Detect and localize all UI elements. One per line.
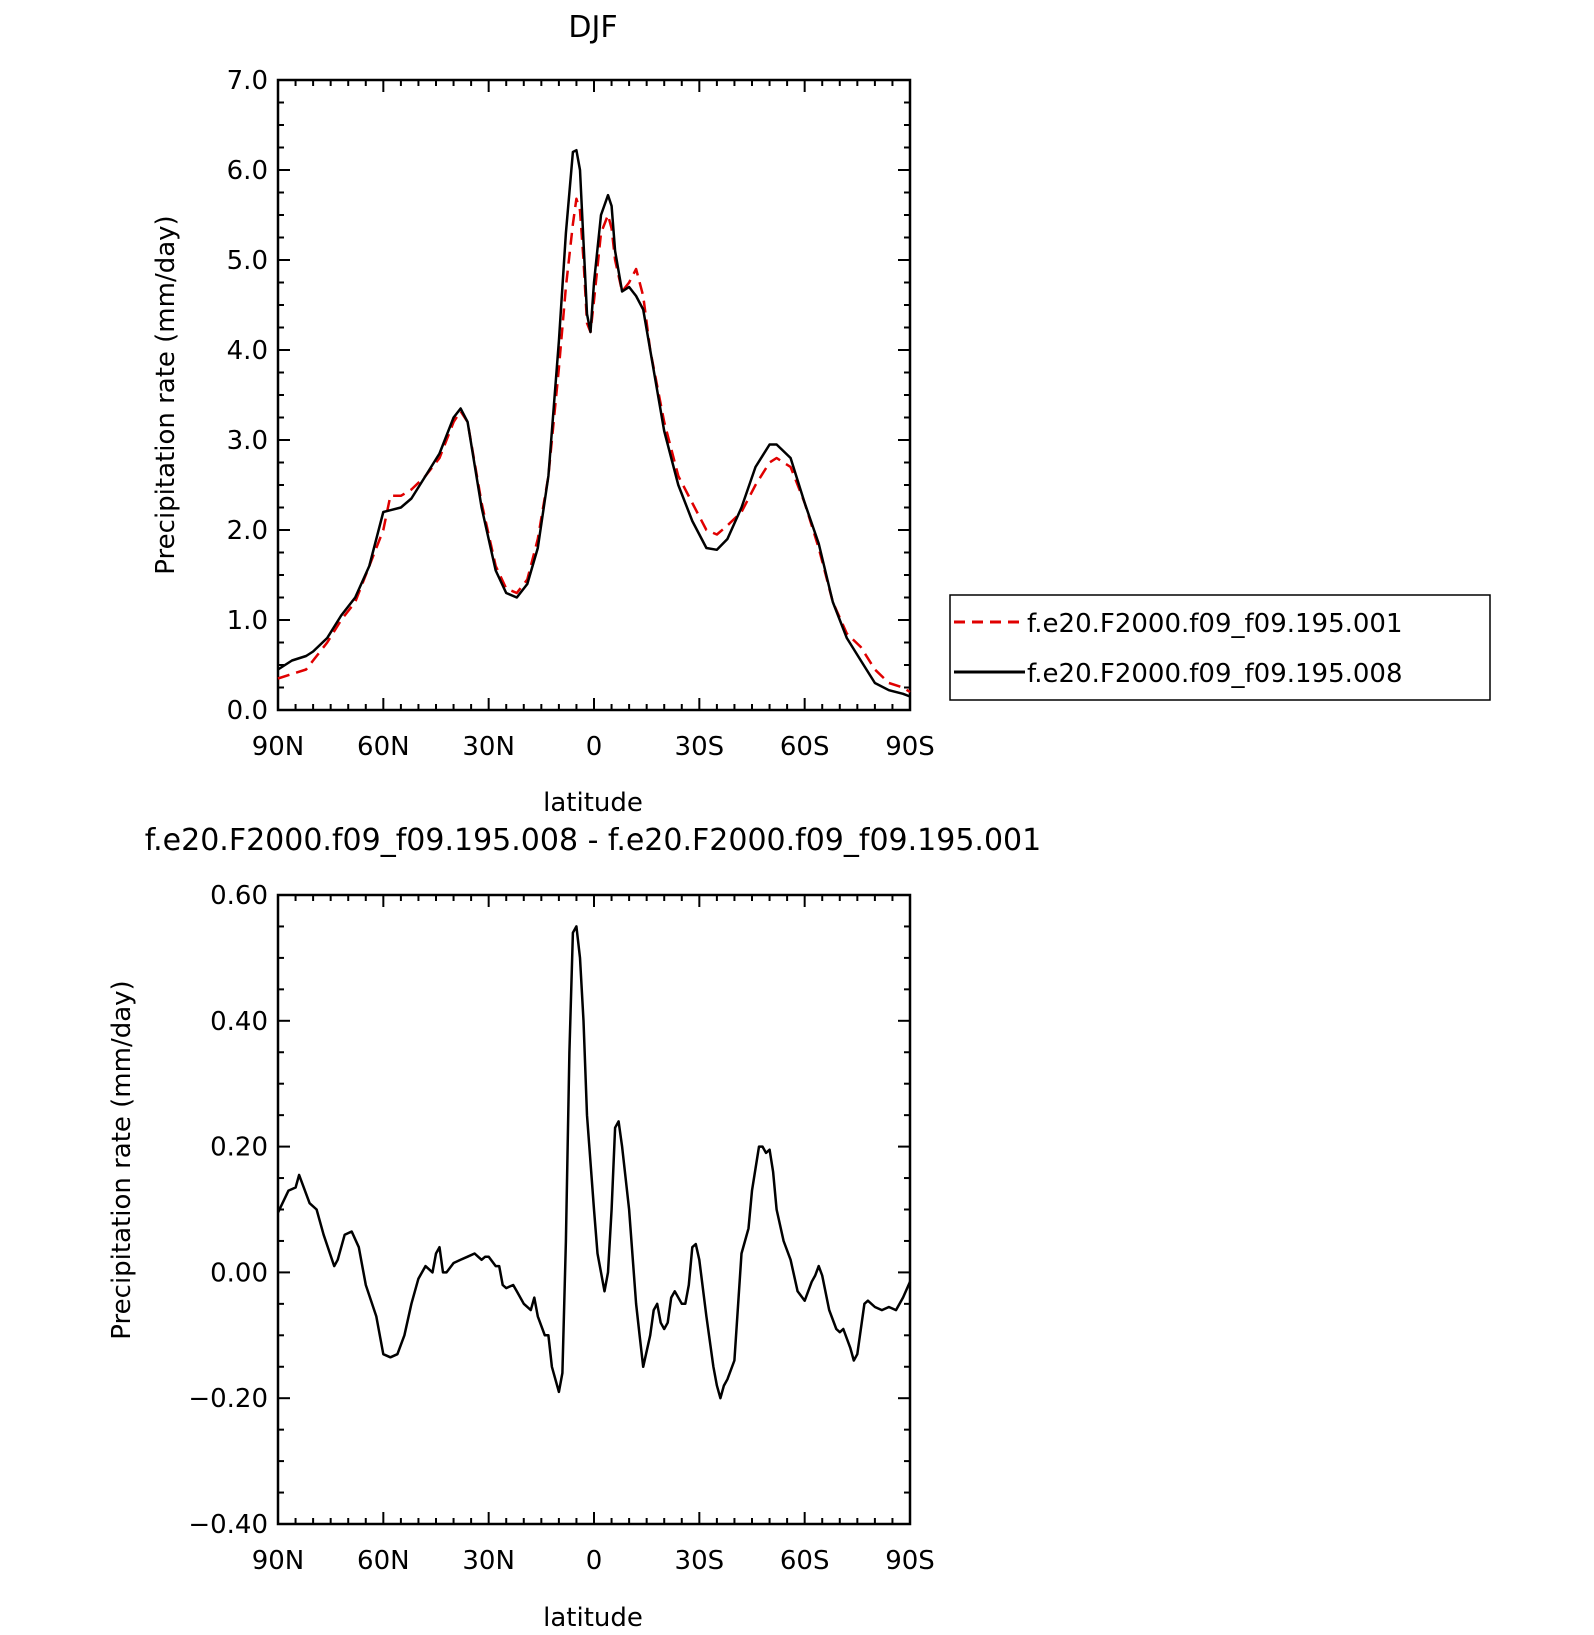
- x-tick-label: 90N: [252, 732, 305, 762]
- x-tick-label: 90S: [885, 1546, 935, 1576]
- legend-box: [949, 594, 1491, 701]
- series-line-0-1: [277, 148, 911, 698]
- x-tick-label: 60N: [357, 732, 410, 762]
- y-tick-label: −0.20: [188, 1384, 268, 1414]
- y-tick-label: −0.40: [188, 1510, 268, 1540]
- chart-legend: f.e20.F2000.f09_f09.195.001 f.e20.F2000.…: [949, 594, 1491, 701]
- y-tick-label: 5.0: [227, 246, 268, 276]
- bottom-chart-xlabel: latitude: [543, 1603, 643, 1633]
- x-tick-label: 90N: [252, 1546, 305, 1576]
- x-tick-label: 30S: [675, 732, 725, 762]
- x-tick-label: 0: [586, 1546, 603, 1576]
- bottom-chart-panel: f.e20.F2000.f09_f09.195.008 - f.e20.F200…: [107, 823, 1041, 1633]
- legend-label-series-001: f.e20.F2000.f09_f09.195.001: [1027, 609, 1403, 639]
- y-tick-label: 0.20: [210, 1133, 268, 1163]
- top-plot-area: 90N 60N 30N 0 30S 60S 90S 0.0 1.0 2.0 3.0 4.0 5.0 6.0…: [227, 66, 935, 762]
- bottom-chart-ylabel: Precipitation rate (mm/day): [107, 980, 137, 1339]
- y-tick-label: 0.00: [210, 1258, 268, 1288]
- y-tick-label: 7.0: [227, 66, 268, 96]
- x-tick-label: 90S: [885, 732, 935, 762]
- y-tick-label: 4.0: [227, 336, 268, 366]
- y-tick-label: 2.0: [227, 516, 268, 546]
- legend-label-series-008: f.e20.F2000.f09_f09.195.008: [1027, 659, 1403, 689]
- top-chart-xlabel: latitude: [543, 788, 643, 818]
- bottom-plot-area: 90N 60N 30N 0 30S 60S 90S −0.40 −0.20 0.00 0.20 0.4…: [188, 881, 934, 1576]
- x-tick-label: 60S: [780, 732, 830, 762]
- x-tick-label: 0: [586, 732, 603, 762]
- x-tick-label: 30N: [462, 1546, 515, 1576]
- y-tick-label: 3.0: [227, 426, 268, 456]
- x-tick-label: 30N: [462, 732, 515, 762]
- y-tick-label: 1.0: [227, 606, 268, 636]
- x-tick-label: 30S: [675, 1546, 725, 1576]
- top-chart-ylabel: Precipitation rate (mm/day): [151, 215, 181, 574]
- top-chart-panel: DJF 90N 60N 30N 0 30S 60S 90S 0.0 1.0 2.0 3.0 4.0 5.…: [151, 10, 1491, 818]
- x-tick-label: 60N: [357, 1546, 410, 1576]
- y-tick-label: 0.0: [227, 696, 268, 726]
- top-chart-title: DJF: [568, 10, 617, 45]
- x-tick-label: 60S: [780, 1546, 830, 1576]
- series-line-1-0: [276, 925, 912, 1400]
- y-tick-label: 0.40: [210, 1007, 268, 1037]
- bottom-chart-title: f.e20.F2000.f09_f09.195.008 - f.e20.F200…: [145, 823, 1041, 858]
- y-tick-label: 6.0: [227, 156, 268, 186]
- y-tick-label: 0.60: [210, 881, 268, 911]
